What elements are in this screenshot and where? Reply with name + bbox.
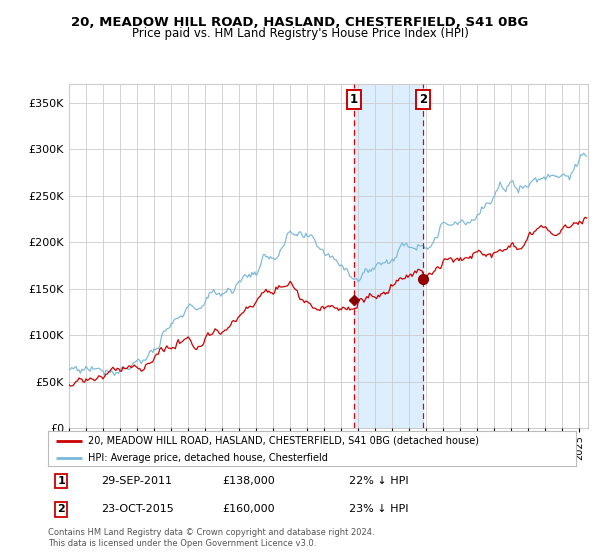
- Text: £160,000: £160,000: [222, 505, 275, 514]
- Text: HPI: Average price, detached house, Chesterfield: HPI: Average price, detached house, Ches…: [88, 453, 328, 463]
- Text: 22% ↓ HPI: 22% ↓ HPI: [349, 476, 409, 486]
- Text: Contains HM Land Registry data © Crown copyright and database right 2024.
This d: Contains HM Land Registry data © Crown c…: [48, 528, 374, 548]
- Bar: [354, 84, 424, 428]
- Text: Price paid vs. HM Land Registry's House Price Index (HPI): Price paid vs. HM Land Registry's House …: [131, 27, 469, 40]
- Text: 20, MEADOW HILL ROAD, HASLAND, CHESTERFIELD, S41 0BG (detached house): 20, MEADOW HILL ROAD, HASLAND, CHESTERFI…: [88, 436, 479, 446]
- Text: 23-OCT-2015: 23-OCT-2015: [101, 505, 173, 514]
- Text: 29-SEP-2011: 29-SEP-2011: [101, 476, 172, 486]
- Text: 2: 2: [419, 92, 428, 106]
- Text: £138,000: £138,000: [222, 476, 275, 486]
- Text: 2: 2: [58, 505, 65, 514]
- Text: 20, MEADOW HILL ROAD, HASLAND, CHESTERFIELD, S41 0BG: 20, MEADOW HILL ROAD, HASLAND, CHESTERFI…: [71, 16, 529, 29]
- Text: 1: 1: [350, 92, 358, 106]
- Text: 1: 1: [58, 476, 65, 486]
- Text: 23% ↓ HPI: 23% ↓ HPI: [349, 505, 409, 514]
